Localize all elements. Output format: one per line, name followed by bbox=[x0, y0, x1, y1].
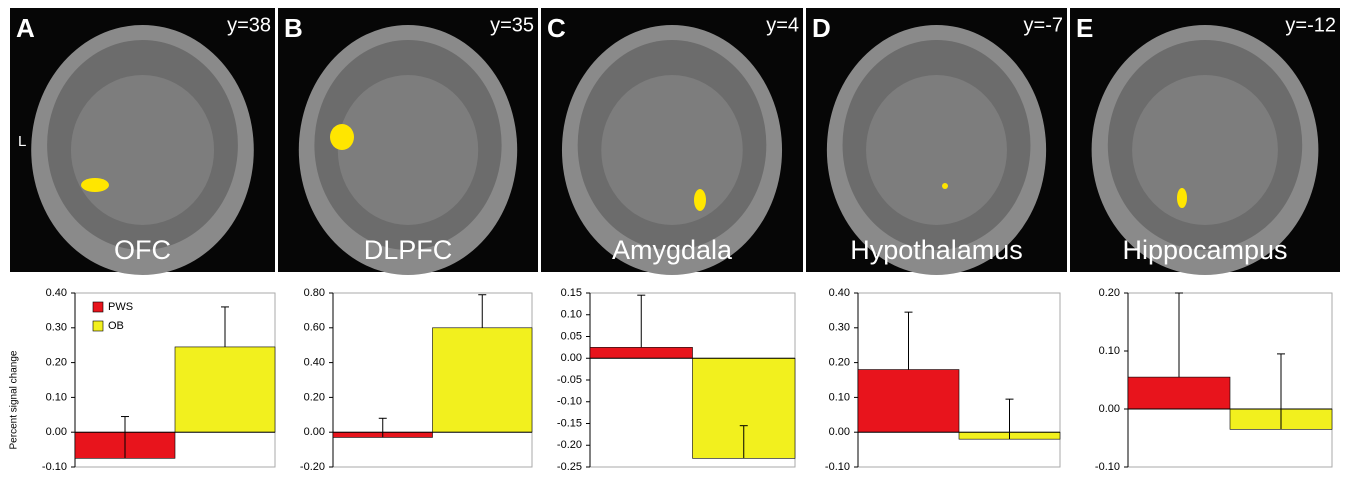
y-tick-label: 0.00 bbox=[304, 426, 325, 438]
y-tick-label: 0.30 bbox=[829, 322, 850, 334]
legend-label: PWS bbox=[108, 301, 133, 313]
region-label: DLPFC bbox=[364, 235, 453, 265]
legend-label: OB bbox=[108, 320, 124, 332]
slice-label: y=-12 bbox=[1285, 14, 1336, 36]
legend-swatch bbox=[93, 302, 103, 312]
y-tick-label: 0.20 bbox=[46, 357, 67, 369]
y-tick-label: -0.20 bbox=[557, 439, 582, 451]
y-tick-label: 0.20 bbox=[304, 391, 325, 403]
region-label: Hypothalamus bbox=[850, 235, 1023, 265]
y-tick-label: 0.05 bbox=[561, 330, 582, 342]
region-label: Amygdala bbox=[612, 235, 733, 265]
y-tick-label: 0.10 bbox=[1099, 345, 1120, 357]
y-tick-label: -0.10 bbox=[1095, 461, 1120, 473]
activation bbox=[330, 124, 354, 150]
slice-label: y=38 bbox=[227, 14, 271, 36]
panel-letter: A bbox=[16, 13, 35, 43]
panel-letter: C bbox=[547, 13, 566, 43]
bar bbox=[590, 347, 693, 358]
region-label: OFC bbox=[114, 235, 171, 265]
y-tick-label: 0.30 bbox=[46, 322, 67, 334]
figure: Ay=38 OFC L -0.10 0.00 0.10 0.20 0.30 0.40 Percen… bbox=[0, 0, 1347, 483]
activation bbox=[694, 189, 706, 211]
brain-inner bbox=[866, 75, 1007, 225]
y-tick-label: 0.40 bbox=[46, 287, 67, 299]
y-tick-label: -0.15 bbox=[557, 417, 582, 429]
activation bbox=[81, 178, 109, 192]
region-label: Hippocampus bbox=[1122, 235, 1287, 265]
y-tick-label: -0.10 bbox=[557, 396, 582, 408]
bar bbox=[433, 328, 533, 432]
slice-label: y=-7 bbox=[1024, 14, 1063, 36]
y-tick-label: 0.20 bbox=[1099, 287, 1120, 299]
y-tick-label: -0.05 bbox=[557, 374, 582, 386]
y-tick-label: -0.10 bbox=[825, 461, 850, 473]
y-tick-label: 0.15 bbox=[561, 287, 582, 299]
brain-inner bbox=[338, 75, 478, 225]
y-tick-label: 0.00 bbox=[1099, 403, 1120, 415]
orientation-label: L bbox=[18, 133, 26, 150]
y-tick-label: 0.40 bbox=[829, 287, 850, 299]
y-tick-label: 0.80 bbox=[304, 287, 325, 299]
y-tick-label: 0.40 bbox=[304, 357, 325, 369]
y-tick-label: 0.60 bbox=[304, 322, 325, 334]
y-tick-label: 0.10 bbox=[561, 309, 582, 321]
slice-label: y=35 bbox=[490, 14, 534, 36]
y-tick-label: -0.10 bbox=[42, 461, 67, 473]
bar bbox=[1128, 377, 1230, 409]
y-tick-label: -0.20 bbox=[300, 461, 325, 473]
brain-inner bbox=[1132, 75, 1278, 225]
activation bbox=[1177, 188, 1187, 208]
panel-letter: B bbox=[284, 13, 303, 43]
slice-label: y=4 bbox=[766, 14, 799, 36]
panel-letter: E bbox=[1076, 13, 1093, 43]
y-tick-label: 0.00 bbox=[46, 426, 67, 438]
y-tick-label: 0.20 bbox=[829, 357, 850, 369]
y-tick-label: -0.25 bbox=[557, 461, 582, 473]
y-axis-label: Percent signal change bbox=[9, 350, 20, 449]
bar bbox=[858, 370, 959, 433]
brain-inner bbox=[71, 75, 214, 225]
y-tick-label: 0.10 bbox=[829, 391, 850, 403]
y-tick-label: 0.00 bbox=[561, 352, 582, 364]
legend-swatch bbox=[93, 321, 103, 331]
activation bbox=[942, 183, 948, 189]
bar bbox=[175, 347, 275, 432]
brain-inner bbox=[601, 75, 742, 225]
panel-letter: D bbox=[812, 13, 831, 43]
y-tick-label: 0.00 bbox=[829, 426, 850, 438]
y-tick-label: 0.10 bbox=[46, 391, 67, 403]
